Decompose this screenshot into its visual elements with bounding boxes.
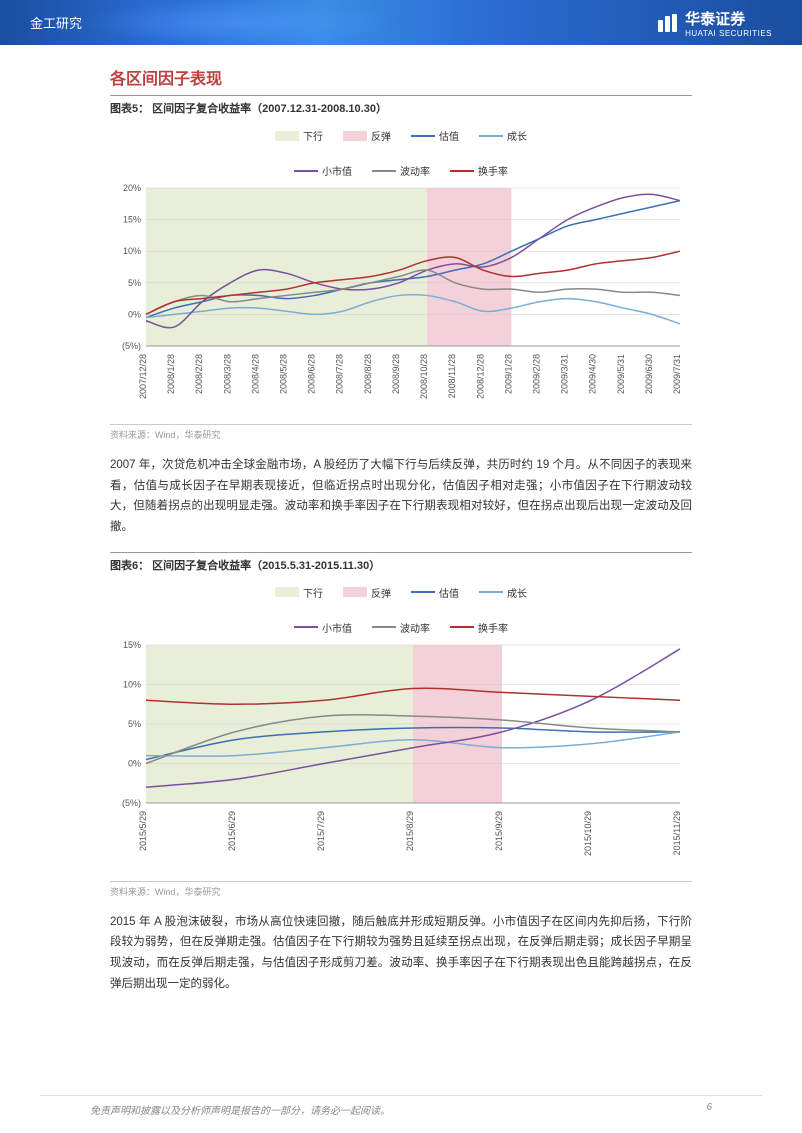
svg-text:2008/10/28: 2008/10/28 [419, 354, 429, 399]
legend-vol-swatch [372, 626, 396, 628]
svg-text:2015/6/29: 2015/6/29 [227, 811, 237, 851]
svg-text:2015/9/29: 2015/9/29 [494, 811, 504, 851]
chart5-legend: 下行 反弹 估值 成长 小市值 波动率 换手率 [110, 128, 692, 178]
chart6-svg: (5%) 0% 5% 10% 15% 2015/5/29 2015/6/29 2015/7/2… [110, 639, 690, 869]
chart5-source: 资料来源：Wind，华泰研究 [110, 424, 692, 441]
svg-text:2015/7/29: 2015/7/29 [316, 811, 326, 851]
svg-text:(5%): (5%) [122, 798, 141, 808]
svg-text:2015/11/29: 2015/11/29 [672, 811, 682, 855]
svg-text:0%: 0% [128, 309, 141, 319]
legend-down-label: 下行 [303, 128, 323, 143]
legend-rebound-swatch [343, 587, 367, 597]
svg-text:5%: 5% [128, 719, 141, 729]
svg-text:2015/5/29: 2015/5/29 [138, 811, 148, 851]
svg-text:2008/7/28: 2008/7/28 [335, 354, 345, 394]
svg-text:2009/1/28: 2009/1/28 [503, 354, 513, 394]
legend-turnover-label: 换手率 [478, 163, 508, 178]
svg-text:2009/2/28: 2009/2/28 [531, 354, 541, 394]
legend-down-swatch [275, 131, 299, 141]
svg-text:2009/5/31: 2009/5/31 [616, 354, 626, 394]
legend-value-label: 估值 [439, 128, 459, 143]
svg-text:2015/10/29: 2015/10/29 [583, 811, 593, 856]
svg-text:2008/3/28: 2008/3/28 [222, 354, 232, 394]
footer-disclaimer: 免责声明和披露以及分析师声明是报告的一部分，请务必一起阅读。 [90, 1102, 390, 1117]
chart6: 下行 反弹 估值 成长 小市值 波动率 换手率 (5%) 0% 5% 10% 15% 20… [110, 579, 692, 877]
chart5-title: 图表5： 区间因子复合收益率（2007.12.31-2008.10.30） [110, 95, 692, 116]
svg-text:5%: 5% [128, 278, 141, 288]
legend-growth-label: 成长 [507, 585, 527, 600]
legend-vol-swatch [372, 170, 396, 172]
legend-value-swatch [411, 591, 435, 593]
chart5-svg: (5%) 0% 5% 10% 15% 20% 2007/12/28 2008/1/28 2008… [110, 182, 690, 412]
legend-turnover-label: 换手率 [478, 620, 508, 635]
page-content: 各区间因子表现 图表5： 区间因子复合收益率（2007.12.31-2008.1… [0, 45, 802, 1029]
paragraph-2: 2015 年 A 股泡沫破裂，市场从高位快速回撤，随后触底并形成短期反弹。小市值… [110, 912, 692, 995]
legend-value-swatch [411, 135, 435, 137]
legend-vol-label: 波动率 [400, 620, 430, 635]
svg-text:2008/1/28: 2008/1/28 [166, 354, 176, 394]
svg-text:2008/5/28: 2008/5/28 [279, 354, 289, 394]
legend-rebound-label: 反弹 [371, 585, 391, 600]
svg-text:2008/11/28: 2008/11/28 [447, 354, 457, 398]
legend-smallcap-label: 小市值 [322, 620, 352, 635]
svg-text:(5%): (5%) [122, 341, 141, 351]
legend-turnover-swatch [450, 626, 474, 628]
legend-down-label: 下行 [303, 585, 323, 600]
legend-growth-swatch [479, 591, 503, 593]
section-title: 各区间因子表现 [110, 65, 692, 89]
legend-rebound-label: 反弹 [371, 128, 391, 143]
svg-text:2007/12/28: 2007/12/28 [138, 354, 148, 399]
svg-text:10%: 10% [123, 246, 141, 256]
logo-bars-icon [658, 14, 679, 32]
page-header: 金工研究 华泰证券 HUATAI SECURITIES [0, 0, 802, 45]
legend-growth-swatch [479, 135, 503, 137]
svg-text:2009/6/30: 2009/6/30 [644, 354, 654, 394]
svg-text:2008/2/28: 2008/2/28 [194, 354, 204, 394]
svg-text:2009/4/30: 2009/4/30 [588, 354, 598, 394]
legend-value-label: 估值 [439, 585, 459, 600]
legend-smallcap-swatch [294, 626, 318, 628]
legend-growth-label: 成长 [507, 128, 527, 143]
logo-text-cn: 华泰证券 [685, 11, 745, 28]
svg-text:20%: 20% [123, 183, 141, 193]
footer-page-number: 6 [706, 1102, 712, 1117]
svg-text:2009/7/31: 2009/7/31 [672, 354, 682, 394]
chart6-source: 资料来源：Wind，华泰研究 [110, 881, 692, 898]
svg-text:10%: 10% [123, 679, 141, 689]
legend-smallcap-swatch [294, 170, 318, 172]
svg-text:2008/4/28: 2008/4/28 [250, 354, 260, 394]
legend-vol-label: 波动率 [400, 163, 430, 178]
svg-text:2008/8/28: 2008/8/28 [363, 354, 373, 394]
chart6-legend: 下行 反弹 估值 成长 小市值 波动率 换手率 [110, 585, 692, 635]
svg-text:0%: 0% [128, 758, 141, 768]
legend-turnover-swatch [450, 170, 474, 172]
chart6-title: 图表6： 区间因子复合收益率（2015.5.31-2015.11.30） [110, 552, 692, 573]
svg-text:15%: 15% [123, 215, 141, 225]
svg-text:15%: 15% [123, 640, 141, 650]
svg-text:2015/8/29: 2015/8/29 [405, 811, 415, 851]
logo-text-en: HUATAI SECURITIES [685, 29, 772, 38]
page-footer: 免责声明和披露以及分析师声明是报告的一部分，请务必一起阅读。 6 [40, 1095, 762, 1117]
legend-down-swatch [275, 587, 299, 597]
svg-text:2009/3/31: 2009/3/31 [560, 354, 570, 394]
chart5: 下行 反弹 估值 成长 小市值 波动率 换手率 (5%) 0% 5% 10% 15% 20… [110, 122, 692, 420]
header-logo: 华泰证券 HUATAI SECURITIES [658, 8, 772, 38]
svg-text:2008/9/28: 2008/9/28 [391, 354, 401, 394]
legend-smallcap-label: 小市值 [322, 163, 352, 178]
paragraph-1: 2007 年，次贷危机冲击全球金融市场，A 股经历了大幅下行与后续反弹，共历时约… [110, 455, 692, 538]
svg-text:2008/6/28: 2008/6/28 [307, 354, 317, 394]
svg-text:2008/12/28: 2008/12/28 [475, 354, 485, 399]
header-category: 金工研究 [30, 13, 82, 32]
legend-rebound-swatch [343, 131, 367, 141]
